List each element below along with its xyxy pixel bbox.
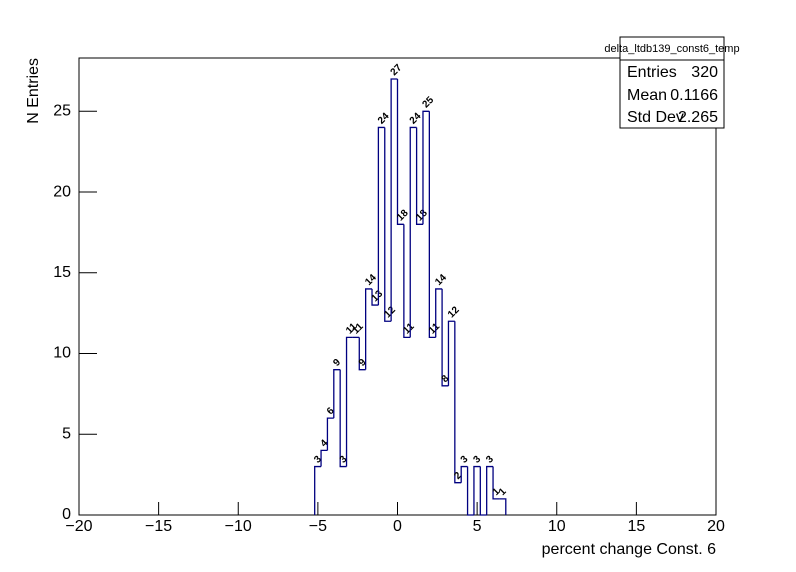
stats-label: Mean [627,87,667,104]
x-tick-label: −5 [309,518,327,535]
bin-label: 3 [484,454,496,466]
x-tick-label: 10 [548,518,566,535]
histogram-bin [479,466,487,516]
y-tick-label: 10 [53,345,71,362]
x-tick-label: 20 [707,518,725,535]
histogram-bin [326,417,334,451]
x-tick-label: −10 [225,518,252,535]
bin-label: 14 [363,272,379,288]
y-tick-label: 15 [53,264,71,281]
stats-box: delta_ltdb139_const6_temp Entries 320 Me… [604,36,740,129]
histogram-bin [371,288,379,306]
bin-label: 14 [433,272,449,288]
bin-label: 4 [319,438,331,450]
x-axis-title: percent change Const. 6 [542,541,716,558]
y-tick-label: 0 [62,506,71,523]
histogram-bin [454,321,462,484]
histogram-bin [365,288,373,370]
x-tick-label: −15 [145,518,172,535]
histogram-bin [415,127,423,225]
histogram-bin [314,465,322,515]
histogram-bin [473,465,481,515]
histogram-bin [466,466,474,516]
histogram-bin [447,320,455,386]
histogram-bin [345,336,353,467]
y-tick-label: 25 [53,103,71,120]
histogram-bin [358,337,366,371]
x-tick-label: −20 [65,518,92,535]
x-tick-label: 0 [393,518,402,535]
y-axis-title: N Entries [25,58,42,124]
bin-label: 24 [408,111,424,127]
histogram-bin [492,466,500,500]
histogram-bin [339,369,347,468]
histogram-bin [435,288,443,338]
stats-value: 0.1166 [670,87,718,104]
bin-label: 27 [389,62,405,78]
bin-label: 25 [421,94,437,110]
stats-label: Std Dev [627,109,684,126]
bin-label: 3 [459,454,471,466]
histogram-bin [441,288,449,387]
y-tick-label: 5 [62,425,71,442]
stats-frame [619,36,725,129]
histogram-bin [422,110,430,225]
bin-label: 3 [471,454,483,466]
bin-label: 3 [312,454,324,466]
histogram-bin [409,126,417,338]
stats-value: 320 [691,64,718,81]
bin-label: 6 [325,405,337,417]
stats-label: Entries [627,64,677,81]
bin-label: 9 [357,357,369,369]
histogram-bin [499,498,507,515]
bin-label: 2 [452,470,464,482]
x-tick-label: 15 [627,518,645,535]
y-tick-label: 20 [53,183,71,200]
histogram-bin [320,449,328,467]
histogram-bin [403,224,411,339]
bin-label: 3 [338,454,350,466]
histogram-bin [486,465,494,515]
stats-value: 2.265 [678,109,718,126]
histogram-bin [390,78,398,322]
bin-label: 12 [446,304,462,320]
stats-title: delta_ltdb139_const6_temp [604,43,739,55]
x-tick-label: 5 [473,518,482,535]
histogram-bin [377,126,385,306]
bin-label: 24 [376,111,392,127]
bin-label: 8 [440,373,452,385]
histogram-bin [396,78,404,225]
bin-label: 9 [331,357,343,369]
histogram-bin [384,127,392,322]
histogram-bin [460,465,468,483]
histogram-bin [428,111,436,339]
histogram-bin [333,369,341,419]
